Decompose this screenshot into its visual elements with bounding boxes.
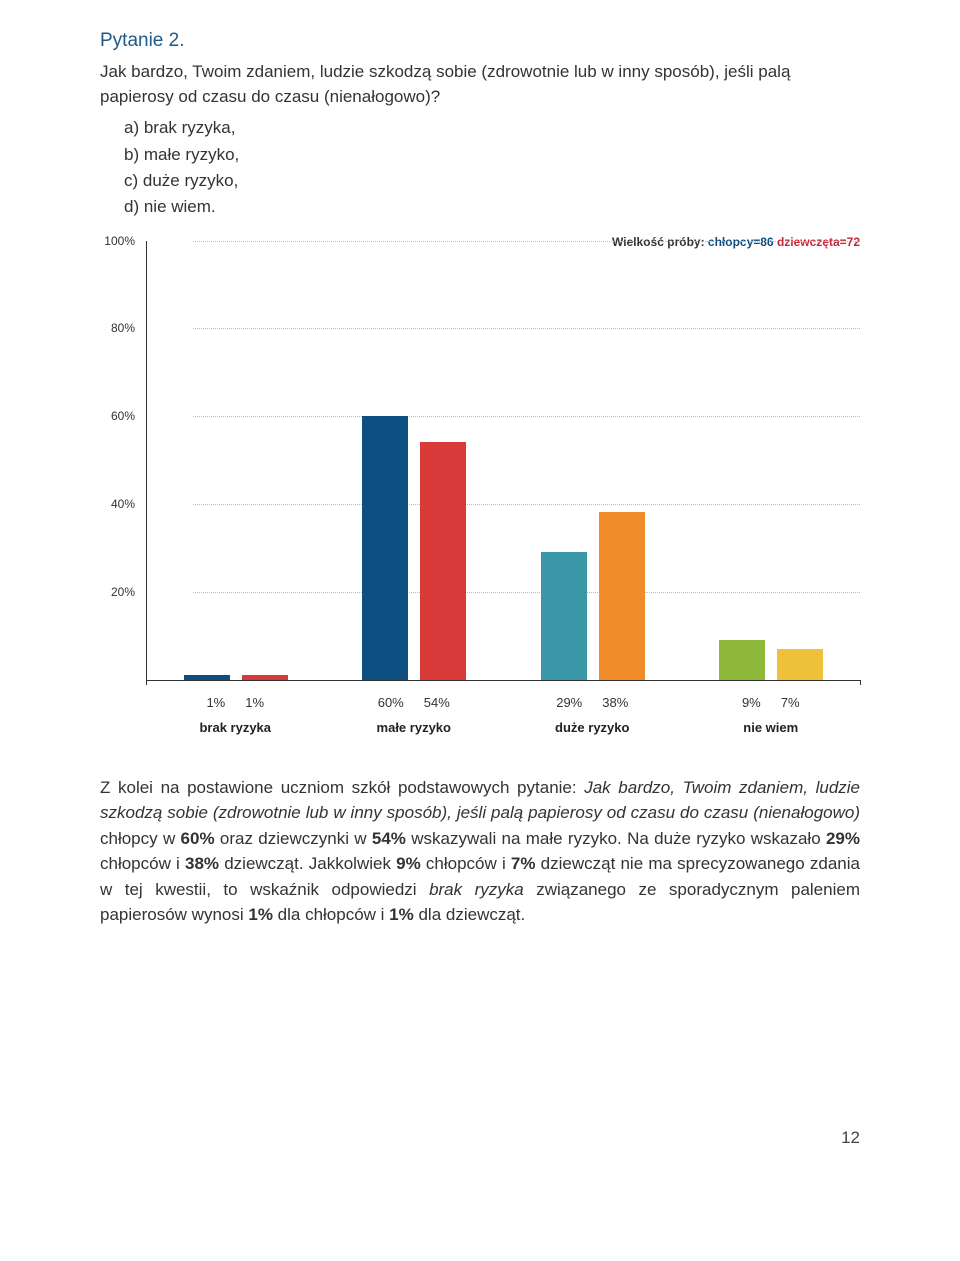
- option-a: a) brak ryzyka,: [124, 115, 860, 141]
- x-group: 1% 1% brak ryzyka: [183, 695, 287, 735]
- text-bold: 7%: [511, 854, 536, 873]
- value-boys: 9%: [742, 695, 761, 710]
- text: dziewcząt. Jakkolwiek: [219, 854, 396, 873]
- value-labels: 60% 54%: [362, 695, 466, 710]
- value-girls: 1%: [245, 695, 264, 710]
- page-number: 12: [100, 1128, 860, 1148]
- chart-plot-area: 100% 80% 60% 40% 20%: [146, 241, 860, 681]
- category-label: małe ryzyko: [362, 720, 466, 735]
- bar-group: [184, 675, 288, 679]
- text-bold: 54%: [372, 829, 406, 848]
- text-bold: 1%: [248, 905, 273, 924]
- option-d: d) nie wiem.: [124, 194, 860, 220]
- value-labels: 1% 1%: [183, 695, 287, 710]
- text: chłopcy w: [100, 829, 181, 848]
- value-labels: 9% 7%: [719, 695, 823, 710]
- text: Z kolei na postawione uczniom szkół pods…: [100, 778, 584, 797]
- option-c: c) duże ryzyko,: [124, 168, 860, 194]
- text: chłopców i: [100, 854, 185, 873]
- y-tick-label: 40%: [101, 497, 141, 511]
- value-boys: 29%: [556, 695, 582, 710]
- analysis-paragraph: Z kolei na postawione uczniom szkół pods…: [100, 775, 860, 928]
- y-tick-label: 20%: [101, 585, 141, 599]
- text-bold: 38%: [185, 854, 219, 873]
- question-text: Jak bardzo, Twoim zdaniem, ludzie szkodz…: [100, 60, 860, 109]
- bar-group: [362, 416, 466, 680]
- category-label: brak ryzyka: [183, 720, 287, 735]
- bar-group: [541, 512, 645, 679]
- category-label: duże ryzyko: [540, 720, 644, 735]
- text: oraz dziewczynki w: [215, 829, 372, 848]
- bar-boys: [362, 416, 408, 680]
- option-b: b) małe ryzyko,: [124, 142, 860, 168]
- text-bold: 29%: [826, 829, 860, 848]
- bar-chart: Wielkość próby: chłopcy=86 dziewczęta=72…: [100, 241, 860, 735]
- bar-groups: [147, 241, 860, 680]
- y-tick-label: 80%: [101, 321, 141, 335]
- text-bold: 1%: [389, 905, 414, 924]
- y-tick-label: 60%: [101, 409, 141, 423]
- bar-boys: [184, 675, 230, 679]
- value-boys: 1%: [206, 695, 225, 710]
- text-italic: brak ryzyka: [429, 880, 524, 899]
- bar-girls: [420, 442, 466, 680]
- value-girls: 38%: [602, 695, 628, 710]
- bar-girls: [777, 649, 823, 680]
- category-label: nie wiem: [719, 720, 823, 735]
- x-group: 9% 7% nie wiem: [719, 695, 823, 735]
- axis-tick: [860, 680, 861, 685]
- text: chłopców i: [421, 854, 511, 873]
- answer-options: a) brak ryzyka, b) małe ryzyko, c) duże …: [100, 115, 860, 220]
- axis-tick: [146, 680, 147, 685]
- question-title: Pytanie 2.: [100, 30, 860, 52]
- x-group: 29% 38% duże ryzyko: [540, 695, 644, 735]
- value-boys: 60%: [378, 695, 404, 710]
- text: dla dziewcząt.: [414, 905, 526, 924]
- value-girls: 54%: [424, 695, 450, 710]
- bar-group: [719, 640, 823, 680]
- bar-boys: [541, 552, 587, 680]
- x-axis-labels: 1% 1% brak ryzyka 60% 54% małe ryzyko 29% 38% du…: [146, 695, 860, 735]
- value-labels: 29% 38%: [540, 695, 644, 710]
- text-bold: 60%: [181, 829, 215, 848]
- x-group: 60% 54% małe ryzyko: [362, 695, 466, 735]
- text: wskazywali na małe ryzyko. Na duże ryzyk…: [406, 829, 826, 848]
- y-tick-label: 100%: [101, 234, 141, 248]
- text: dla chłopców i: [273, 905, 389, 924]
- bar-boys: [719, 640, 765, 680]
- bar-girls: [599, 512, 645, 679]
- bar-girls: [242, 675, 288, 679]
- value-girls: 7%: [781, 695, 800, 710]
- text-bold: 9%: [396, 854, 421, 873]
